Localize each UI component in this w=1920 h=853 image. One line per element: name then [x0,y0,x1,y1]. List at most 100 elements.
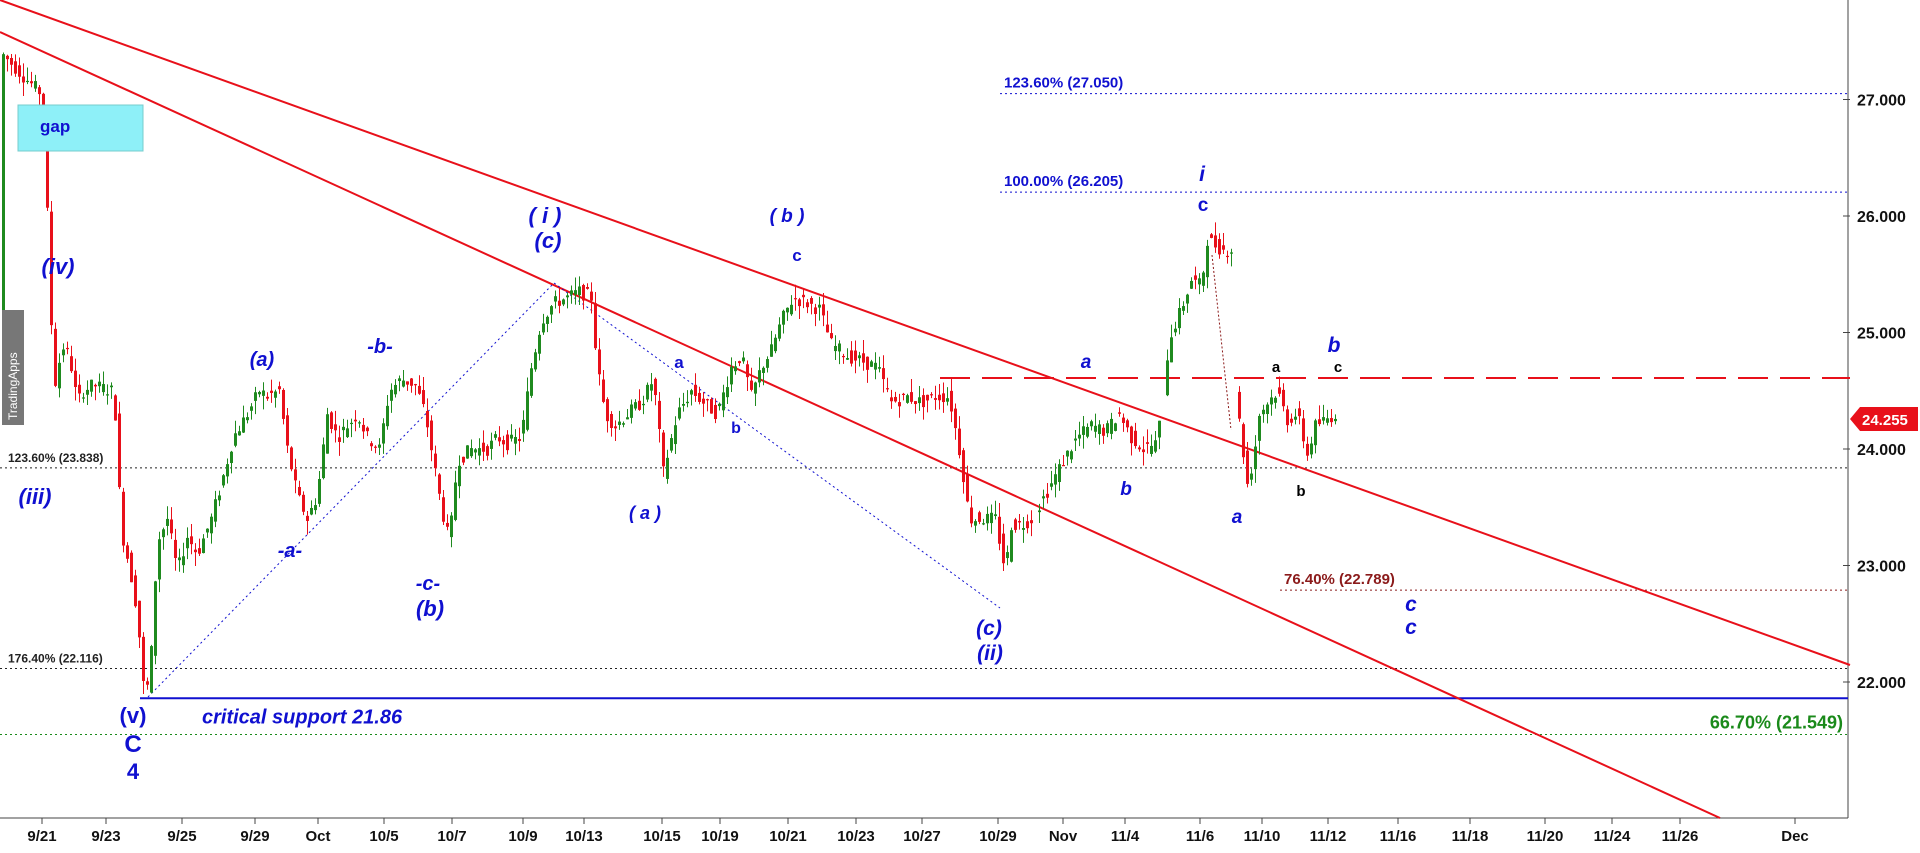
candle-up [1334,418,1337,422]
time-tick-label: 11/16 [1380,828,1417,845]
candle-up [1206,245,1209,278]
candle-up [162,529,165,538]
candle-up [230,451,233,464]
candle-up [666,457,669,479]
candle-down [362,424,365,432]
candle-up [358,422,361,424]
candle-up [674,425,677,445]
candle-down [698,392,701,402]
candle-up [634,402,637,409]
candle-up [778,324,781,339]
candle-up [622,423,625,425]
candle-down [50,211,53,326]
candle-down [662,432,665,467]
candle-down [606,399,609,422]
candle-up [770,344,773,357]
time-tick-label: 10/13 [565,828,603,845]
candle-up [1270,397,1273,405]
price-tick-label: 22.000 [1857,675,1906,692]
candle-up [250,406,253,411]
candle-down [854,350,857,361]
wave-label: (iii) [19,484,52,509]
candle-down [1046,493,1049,498]
candle-up [274,391,277,398]
candle-down [1222,245,1225,250]
time-tick-label: Oct [305,828,330,845]
candle-up [470,448,473,457]
candle-up [262,390,265,396]
candle-down [506,434,509,451]
candle-up [154,581,157,656]
candle-down [266,396,269,399]
candle-down [194,549,197,553]
candle-down [462,456,465,463]
candle-up [1186,294,1189,304]
time-tick-label: 9/25 [167,828,196,845]
candle-down [286,415,289,446]
candle-up [398,378,401,382]
watermark-bg [2,310,24,425]
candle-down [938,394,941,401]
candle-down [746,364,749,378]
candle-up [678,407,681,419]
candle-down [934,398,937,400]
wave-label: -a- [278,540,303,562]
candle-down [942,393,945,403]
fib-level-label: 76.40% (22.789) [1284,571,1395,588]
candle-up [1082,426,1085,435]
candle-up [1262,409,1265,415]
wave-label: a [1232,507,1243,528]
upper-trendline [0,0,1851,666]
gap-box: gap [17,104,144,152]
wave-label: a [674,353,684,372]
candle-up [766,359,769,368]
candle-up [206,528,209,533]
candle-down [410,378,413,386]
candle-up [1202,272,1205,286]
candle-up [1086,426,1089,437]
candle-up [346,428,349,438]
candle-up [618,421,621,425]
candle-up [642,403,645,406]
candle-up [90,379,93,392]
candle-down [862,353,865,363]
candle-down [134,575,137,607]
candle-up [102,384,105,393]
candle-up [178,557,181,561]
candle-down [1118,412,1121,414]
candle-up [466,445,469,459]
candle-up [226,464,229,477]
candle-down [1318,419,1321,425]
price-tick-label: 25.000 [1857,326,1906,343]
candle-down [950,390,953,412]
candle-up [350,422,353,425]
candle-down [1298,408,1301,417]
candle-up [1322,417,1325,421]
wave-label: (c) [535,228,562,253]
candle-down [794,298,797,300]
candle-up [234,433,237,446]
candle-down [198,548,201,554]
candle-down [970,507,973,524]
candle-up [1066,450,1069,457]
candle-up [990,512,993,524]
candle-down [978,512,981,522]
time-tick-label: 10/21 [769,828,807,845]
candle-up [1170,337,1173,363]
candle-up [878,367,881,369]
candle-up [394,384,397,395]
candle-down [438,474,441,494]
wave-guides [147,254,1232,698]
candle-down [146,681,149,685]
candle-down [22,76,25,83]
candle-down [6,55,9,60]
time-tick-label: 11/4 [1111,828,1140,845]
candle-down [1210,234,1213,238]
candle-down [894,396,897,402]
candle-down [118,413,121,488]
candle-down [1030,520,1033,524]
candle-down [66,347,69,350]
candle-down [738,361,741,364]
candle-down [418,385,421,394]
